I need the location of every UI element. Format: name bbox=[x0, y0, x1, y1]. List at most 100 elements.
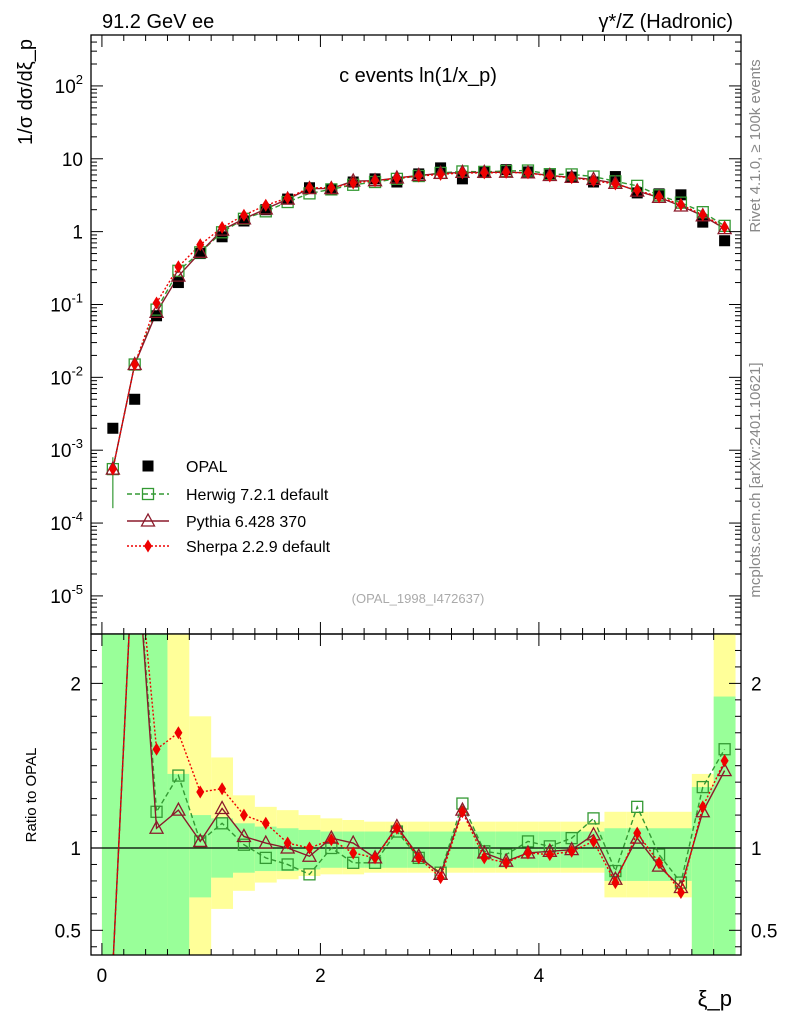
ratio-point-sherpa bbox=[327, 833, 336, 847]
opal-data-point bbox=[697, 216, 709, 228]
mc-point-pythia bbox=[258, 200, 274, 215]
x-tick-label: 2 bbox=[315, 966, 326, 987]
ratio-point-sherpa bbox=[196, 785, 205, 799]
y-tick-label: 10-1 bbox=[50, 290, 83, 316]
mc-point-sherpa bbox=[349, 176, 358, 190]
y-tick-label: 102 bbox=[55, 72, 83, 98]
y-tick-label: 10-5 bbox=[50, 582, 83, 608]
band-inner-bin bbox=[451, 831, 474, 868]
y-tick-label: 10-4 bbox=[50, 509, 83, 535]
mc-point-sherpa bbox=[414, 169, 423, 183]
mc-point-sherpa bbox=[392, 171, 401, 185]
mc-point-sherpa bbox=[676, 198, 685, 212]
mc-point-sherpa bbox=[218, 220, 227, 234]
mc-point-sherpa bbox=[523, 166, 532, 180]
mc-point-sherpa bbox=[327, 181, 336, 195]
band-inner-bin bbox=[254, 826, 277, 872]
opal-data-point bbox=[107, 422, 119, 434]
mc-line-herwig bbox=[112, 169, 725, 470]
ratio-point-pythia bbox=[258, 834, 274, 849]
legend-label: OPAL bbox=[186, 459, 228, 476]
rivet-label: Rivet 4.1.0, ≥ 100k events bbox=[747, 59, 764, 232]
ratio-line-sherpa bbox=[112, 634, 726, 955]
mc-point-sherpa bbox=[502, 165, 511, 179]
band-inner-bin bbox=[385, 831, 408, 868]
band-inner-bin bbox=[713, 696, 736, 955]
mc-point-pythia bbox=[192, 243, 208, 258]
ratio-point-sherpa bbox=[392, 821, 401, 835]
y-tick-label: 10-2 bbox=[50, 363, 83, 389]
ratio-y-tick-label: 1 bbox=[70, 839, 81, 860]
header-right: γ*/Z (Hadronic) bbox=[599, 11, 733, 33]
opal-data-point bbox=[129, 393, 141, 405]
ratio-y-tick-label: 0.5 bbox=[55, 921, 81, 942]
band-inner-bin bbox=[167, 773, 190, 955]
x-tick-label: 4 bbox=[534, 966, 545, 987]
legend-marker bbox=[141, 487, 155, 501]
mc-point-sherpa bbox=[545, 169, 554, 183]
y-tick-label: 1 bbox=[72, 223, 83, 244]
ratio-point-pythia bbox=[651, 857, 667, 872]
ratio-point-herwig bbox=[303, 868, 316, 881]
ratio-uncertainty-bands bbox=[91, 634, 741, 955]
ratio-point-herwig bbox=[150, 805, 163, 818]
ratio-point-sherpa bbox=[458, 805, 467, 819]
legend-marker bbox=[140, 512, 156, 527]
ratio-point-sherpa bbox=[131, 512, 139, 525]
legend: OPAL Herwig 7.2.1 default Pythia 6.428 370… bbox=[127, 459, 331, 556]
ratio-point-pythia bbox=[695, 803, 711, 818]
ratio-point-sherpa bbox=[349, 846, 358, 860]
band-inner-bin bbox=[429, 831, 452, 868]
ratio-point-sherpa bbox=[414, 851, 423, 865]
band-inner-bin bbox=[582, 831, 605, 868]
legend-label: Herwig 7.2.1 default bbox=[186, 487, 329, 504]
ratio-point-sherpa bbox=[567, 844, 576, 858]
ratio-point-herwig bbox=[259, 851, 272, 865]
ratio-point-pythia bbox=[148, 819, 165, 834]
ratio-y-tick-label: 2 bbox=[70, 674, 81, 695]
y-tick-label: 10-3 bbox=[50, 436, 83, 462]
header-left: 91.2 GeV ee bbox=[102, 11, 214, 33]
opal-data-point bbox=[216, 231, 228, 243]
band-inner-bin bbox=[101, 634, 168, 955]
legend-label: Sherpa 2.2.9 default bbox=[186, 539, 331, 556]
ratio-point-herwig bbox=[587, 812, 600, 825]
top-axes: 10-5 10-4 10-3 10-2 10-1 1 10 102 bbox=[50, 34, 742, 635]
ratio-point-sherpa bbox=[523, 846, 532, 860]
mc-point-sherpa bbox=[305, 181, 314, 195]
ratio-series-group bbox=[112, 512, 733, 955]
mc-point-pythia bbox=[236, 210, 252, 225]
top-y-axis-title: 1/σ dσ/dξ_p bbox=[15, 39, 37, 145]
ratio-point-sherpa bbox=[436, 871, 445, 885]
ratio-point-sherpa bbox=[371, 851, 380, 865]
mc-point-sherpa bbox=[152, 296, 161, 310]
mc-line-sherpa bbox=[112, 171, 725, 470]
top-series-group bbox=[105, 162, 733, 509]
opal-data-point bbox=[172, 277, 184, 289]
ratio-point-sherpa bbox=[283, 836, 292, 850]
ratio-point-sherpa bbox=[152, 742, 161, 756]
ratio-point-sherpa bbox=[589, 834, 598, 848]
ratio-point-pythia bbox=[214, 800, 230, 815]
ratio-point-pythia bbox=[717, 762, 733, 777]
ratio-y-tick-label-right: 1 bbox=[751, 839, 762, 860]
ratio-point-sherpa bbox=[502, 856, 511, 870]
ratio-axes: 0.5 0.5 1 1 2 2 0 2 4 bbox=[55, 633, 777, 987]
mc-point-sherpa bbox=[633, 183, 642, 197]
ratio-point-pythia bbox=[128, 512, 141, 524]
legend-label: Pythia 6.428 370 bbox=[186, 514, 306, 531]
ratio-point-sherpa bbox=[698, 800, 707, 814]
band-inner-bin bbox=[189, 815, 212, 898]
ratio-point-pythia bbox=[280, 839, 296, 854]
mc-point-sherpa bbox=[655, 190, 664, 204]
mc-point-sherpa bbox=[108, 462, 117, 476]
mc-point-sherpa bbox=[698, 208, 707, 222]
x-axis-title: ξ_p bbox=[698, 986, 732, 1011]
ratio-point-sherpa bbox=[676, 885, 685, 899]
legend-marker bbox=[142, 460, 154, 472]
mc-point-sherpa bbox=[130, 358, 139, 372]
mcplots-label: mcplots.cern.ch [arXiv:2401.10621] bbox=[747, 362, 764, 597]
ratio-point-sherpa bbox=[545, 848, 554, 862]
ratio-point-sherpa bbox=[611, 876, 620, 890]
